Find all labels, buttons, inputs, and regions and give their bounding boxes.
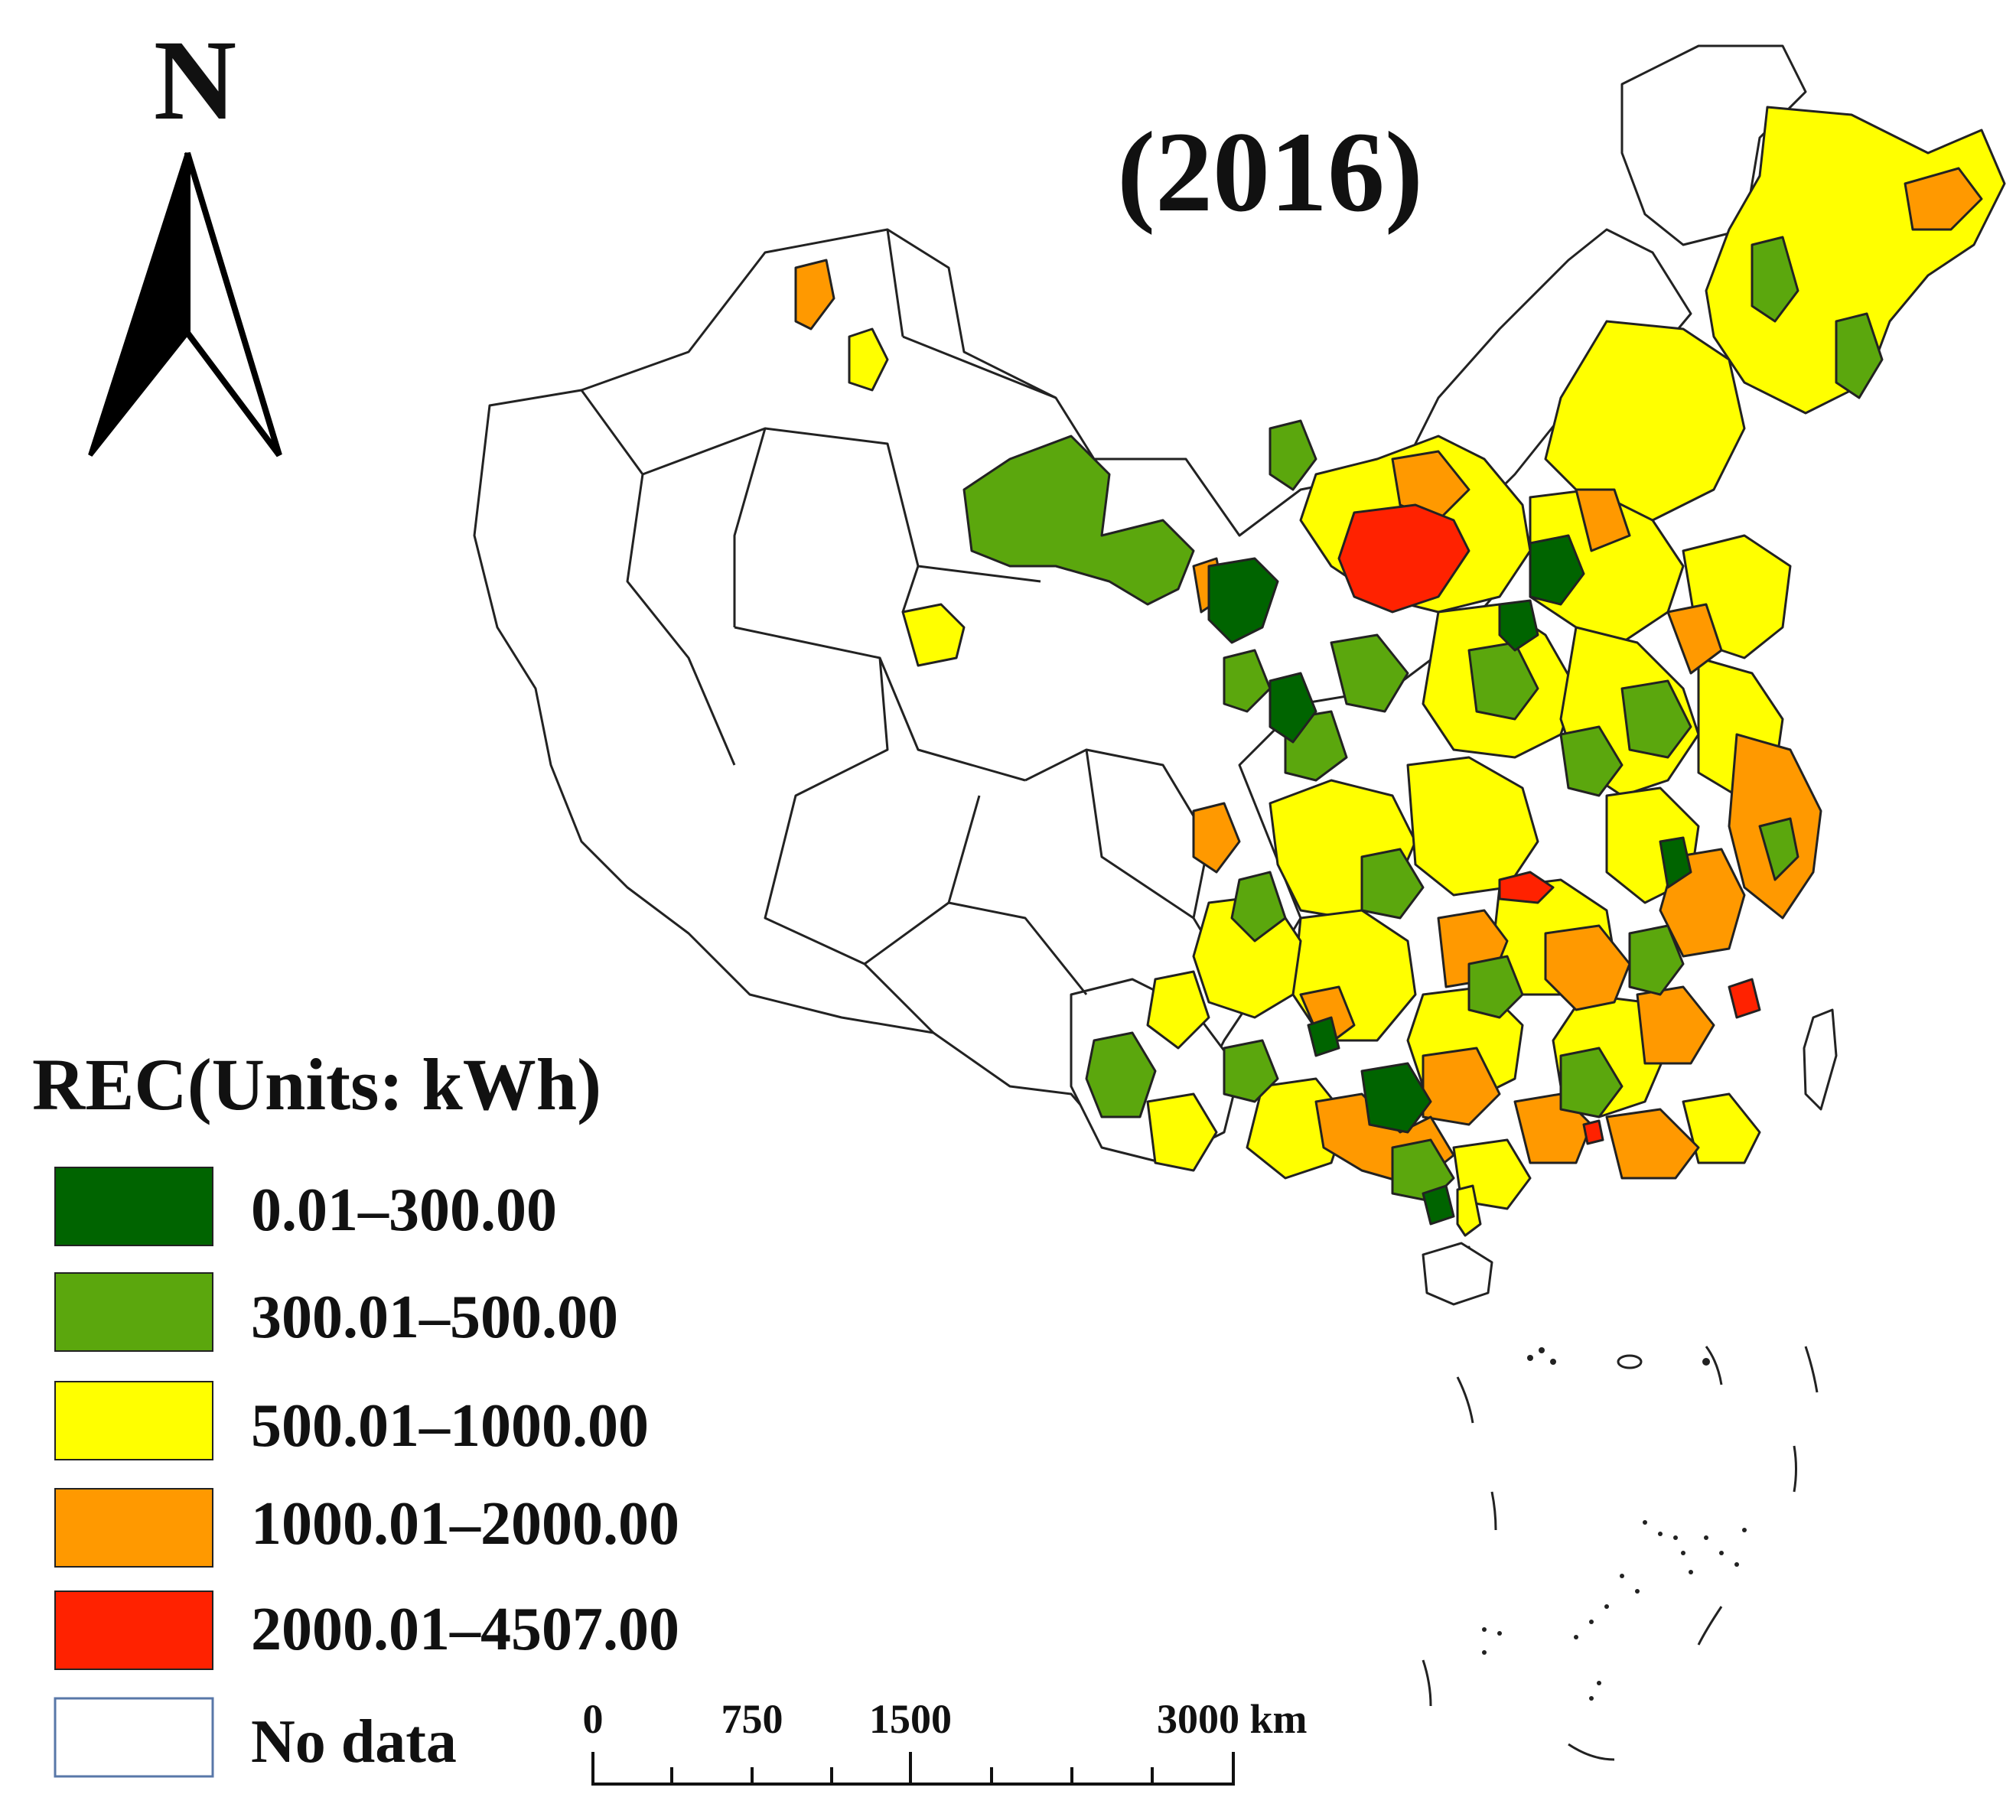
legend-label: 2000.01–4507.00: [251, 1596, 679, 1663]
legend-item-500-1000: 500.01–1000.00: [54, 1381, 649, 1460]
scale-label-1500: 1500: [869, 1696, 952, 1742]
hainan-peninsula: [1456, 1184, 1482, 1237]
legend-swatch: [54, 1697, 214, 1778]
legend-item-2000-4507: 2000.01–4507.00: [54, 1590, 679, 1670]
legend-item-1000-2000: 1000.01–2000.00: [54, 1488, 679, 1568]
legend-title: REC(Units: kWh): [32, 1043, 601, 1125]
hainan-island: [1422, 1242, 1493, 1306]
legend-swatch: [54, 1381, 213, 1460]
legend-label: 1000.01–2000.00: [251, 1490, 679, 1558]
category-300-500-regions: [962, 236, 1884, 1203]
scale-label-3000: 3000 km: [1157, 1696, 1308, 1742]
scale-bar: 0 750 1500 3000 km: [583, 1696, 1308, 1786]
north-label: N: [154, 17, 236, 144]
xinjiang-boundaries: [580, 229, 1241, 1034]
south-china-sea-dots: [1482, 1347, 1747, 1701]
legend-swatch: [54, 1167, 213, 1246]
legend-item-0-300: 0.01–300.00: [54, 1167, 557, 1246]
legend-item-300-500: 300.01–500.00: [54, 1272, 618, 1352]
category-2000-4507-regions: [1337, 503, 1761, 1145]
legend-label: 0.01–300.00: [251, 1177, 557, 1244]
legend-item-no-data: No data: [54, 1697, 457, 1778]
category-0-300-regions: [1207, 534, 1692, 1226]
china-map: [473, 44, 2006, 1306]
legend-swatch: [54, 1590, 213, 1670]
north-arrow-left-half: [88, 152, 190, 457]
legend-label: No data: [251, 1708, 457, 1776]
south-china-sea-islands: [1422, 1346, 1819, 1761]
north-arrow-right-half: [184, 151, 282, 457]
north-arrow: N: [88, 17, 282, 457]
legend: REC(Units: kWh) 0.01–300.00 300.01–500.0…: [32, 1043, 679, 1778]
scale-label-0: 0: [583, 1696, 604, 1742]
legend-label: 300.01–500.00: [251, 1284, 618, 1351]
taiwan-island: [1803, 1008, 1838, 1111]
legend-swatch: [54, 1488, 213, 1568]
scale-label-750: 750: [721, 1696, 783, 1742]
map-outline-northeast-heilongjiang: [1620, 44, 1807, 246]
legend-swatch: [54, 1272, 213, 1352]
legend-label: 500.01–1000.00: [251, 1392, 649, 1460]
map-year-title: (2016): [1117, 109, 1423, 236]
